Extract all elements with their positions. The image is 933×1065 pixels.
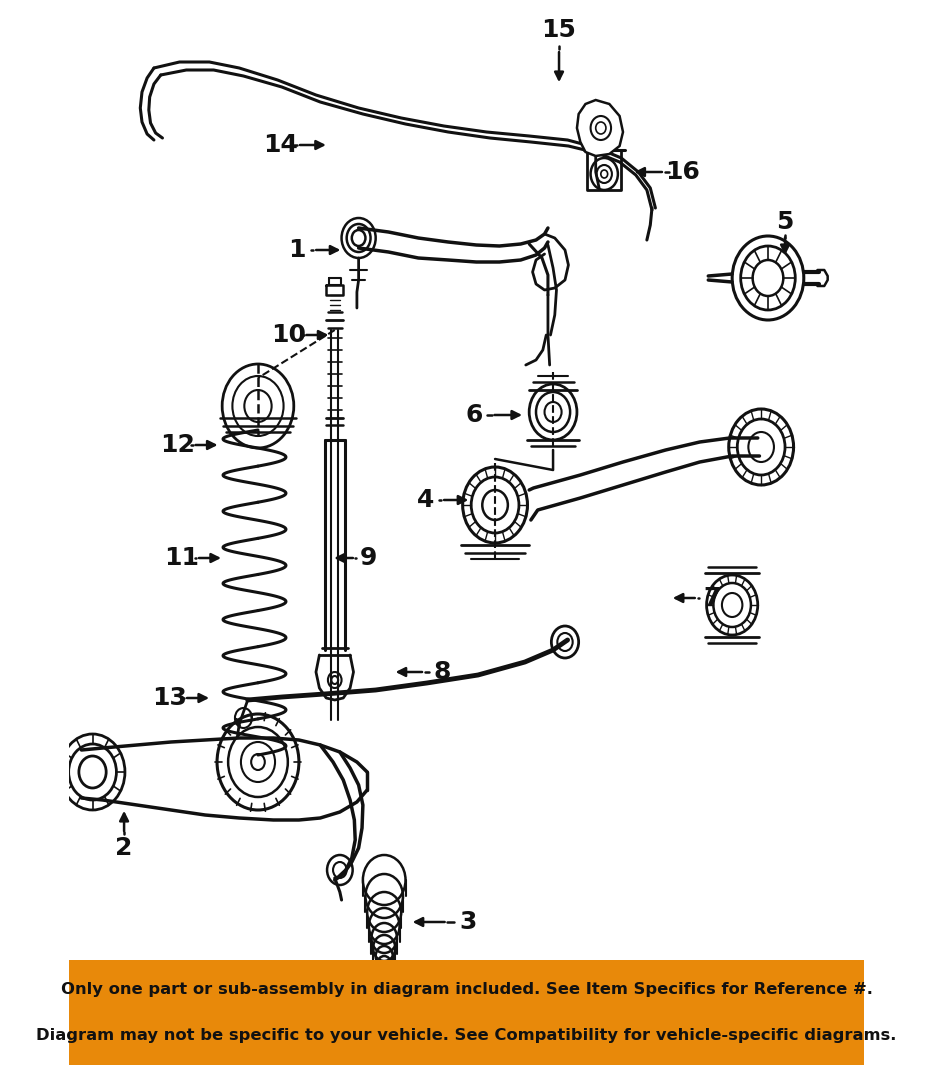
Text: 9: 9 (360, 546, 378, 570)
Text: 14: 14 (263, 133, 298, 157)
Text: 7: 7 (703, 586, 721, 610)
Text: 10: 10 (272, 323, 306, 347)
Text: 15: 15 (541, 18, 577, 42)
Text: Diagram may not be specific to your vehicle. See Compatibility for vehicle-speci: Diagram may not be specific to your vehi… (36, 1028, 897, 1043)
Text: 3: 3 (459, 910, 477, 934)
Text: 8: 8 (434, 660, 451, 684)
Text: 12: 12 (160, 433, 195, 457)
Polygon shape (577, 100, 623, 155)
Text: 11: 11 (163, 546, 199, 570)
Text: 2: 2 (116, 836, 132, 861)
Text: 6: 6 (465, 403, 482, 427)
Text: 1: 1 (288, 237, 306, 262)
Text: 16: 16 (665, 160, 700, 184)
Text: 4: 4 (416, 488, 434, 512)
Bar (69, 960, 864, 1065)
Text: 5: 5 (776, 210, 794, 234)
Text: Only one part or sub-assembly in diagram included. See Item Specifics for Refere: Only one part or sub-assembly in diagram… (61, 982, 872, 997)
Text: 13: 13 (152, 686, 187, 710)
